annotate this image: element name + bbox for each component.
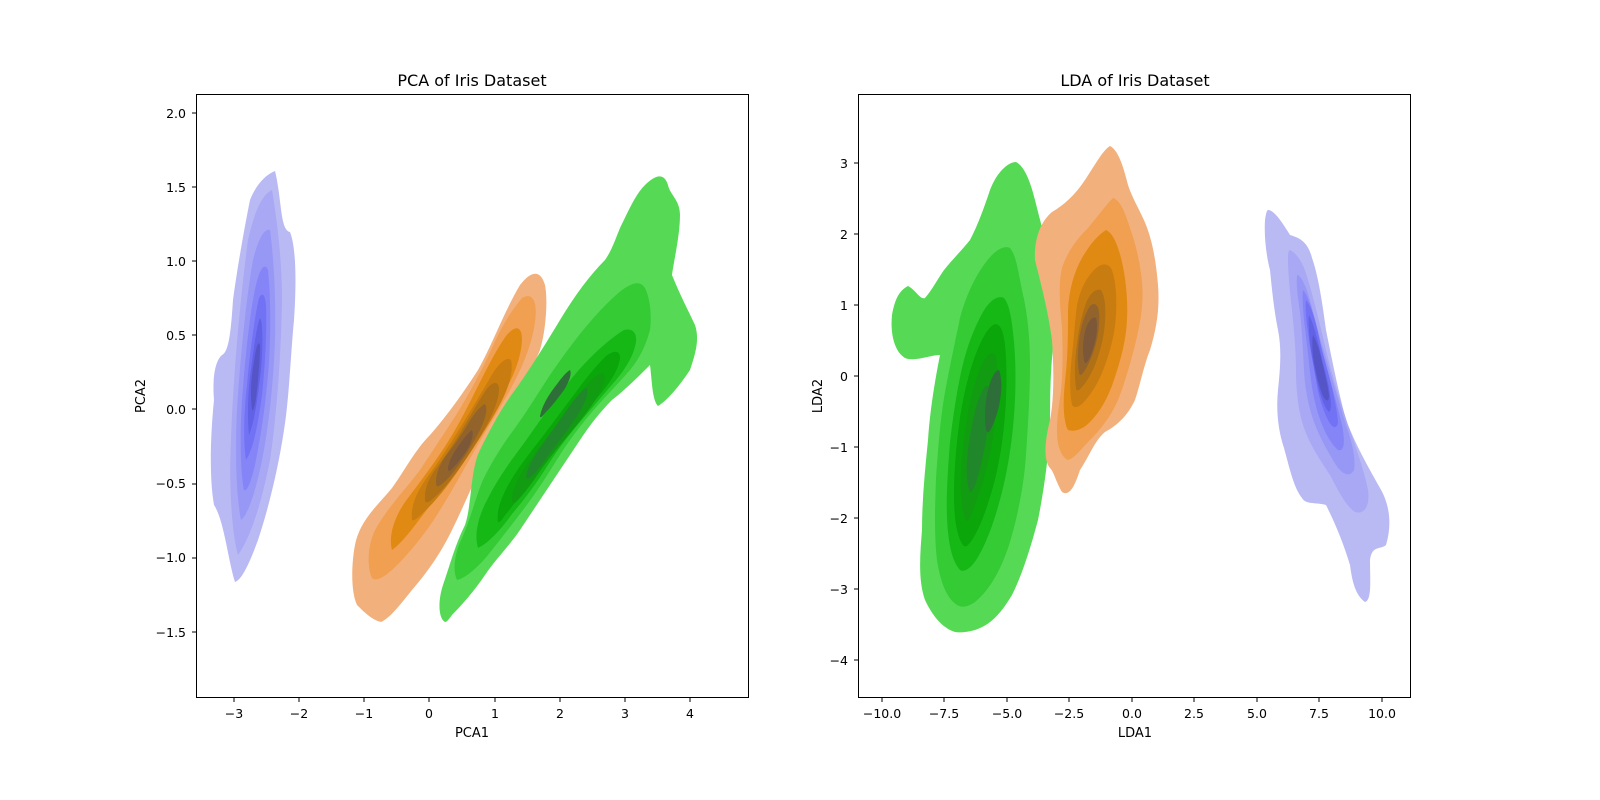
pca-y-tick-label: 0.0: [166, 402, 186, 417]
lda-y-tick-label: −1: [830, 440, 848, 455]
pca-axes-frame: [196, 94, 749, 698]
lda-x-tick-label: −7.5: [929, 706, 959, 721]
pca-x-tick-label: 3: [621, 706, 629, 721]
pca-x-ticks: −3 −2 −1 0 1 2 3 4: [225, 698, 694, 721]
lda-axes-frame: [858, 94, 1411, 698]
lda-green-level-7: [984, 370, 1002, 433]
pca-x-tick-label: 1: [491, 706, 499, 721]
lda-green-level-6: [966, 385, 990, 492]
pca-x-tick-label: −1: [355, 706, 373, 721]
lda-x-tick-label: 2.5: [1184, 706, 1204, 721]
pca-y-tick-label: −1.0: [156, 550, 186, 565]
lda-x-tick-label: 7.5: [1309, 706, 1329, 721]
pca-y-tick-label: 1.5: [166, 180, 186, 195]
lda-y-tick-label: 3: [840, 156, 848, 171]
pca-plot-area: [210, 171, 698, 622]
lda-x-tick-label: 0.0: [1122, 706, 1142, 721]
pca-y-tick-label: 1.0: [166, 254, 186, 269]
lda-chart: LDA of Iris Dataset: [811, 71, 1411, 741]
lda-y-tick-label: −2: [830, 511, 848, 526]
pca-x-tick-label: −2: [290, 706, 308, 721]
lda-y-axis-label: LDA2: [811, 379, 826, 413]
lda-title: LDA of Iris Dataset: [1060, 71, 1209, 90]
lda-y-tick-label: 0: [840, 369, 848, 384]
lda-green-density: [891, 162, 1057, 633]
pca-x-axis-label: PCA1: [455, 726, 489, 741]
pca-y-tick-label: −0.5: [156, 476, 186, 491]
pca-green-density: [439, 176, 698, 622]
lda-x-tick-label: 10.0: [1368, 706, 1396, 721]
pca-chart: PCA of Iris Dataset: [134, 71, 749, 741]
pca-green-level-7: [540, 370, 571, 418]
pca-x-tick-label: 0: [425, 706, 433, 721]
pca-x-tick-label: −3: [225, 706, 243, 721]
pca-orange-density: [352, 273, 547, 622]
lda-orange-level-7: [1082, 317, 1098, 363]
pca-x-tick-label: 4: [686, 706, 694, 721]
lda-x-tick-label: −10.0: [863, 706, 901, 721]
pca-y-tick-label: −1.5: [156, 625, 186, 640]
lda-x-tick-label: −5.0: [992, 706, 1022, 721]
pca-blue-level-7: [250, 343, 260, 411]
pca-green-level-6: [526, 388, 588, 479]
lda-orange-density: [1034, 146, 1159, 494]
lda-y-ticks: −4 −3 −2 −1 0 1 2 3: [830, 156, 858, 668]
lda-blue-density: [1264, 210, 1390, 602]
pca-y-ticks: −1.5 −1.0 −0.5 0.0 0.5 1.0 1.5 2.0: [156, 106, 196, 640]
lda-x-axis-label: LDA1: [1118, 726, 1152, 741]
pca-y-tick-label: 0.5: [166, 328, 186, 343]
lda-x-ticks: −10.0 −7.5 −5.0 −2.5 0.0 2.5 5.0 7.5 10.…: [863, 698, 1396, 721]
lda-x-tick-label: 5.0: [1247, 706, 1267, 721]
lda-plot-area: [891, 146, 1390, 633]
pca-y-axis-label: PCA2: [134, 379, 149, 413]
lda-x-tick-label: −2.5: [1054, 706, 1084, 721]
pca-blue-density: [210, 171, 296, 582]
lda-y-tick-label: 2: [840, 227, 848, 242]
lda-blue-level-7: [1312, 335, 1329, 401]
lda-y-tick-label: −3: [830, 582, 848, 597]
pca-x-tick-label: 2: [556, 706, 564, 721]
pca-orange-level-7: [448, 430, 473, 472]
lda-y-tick-label: −4: [830, 653, 848, 668]
pca-title: PCA of Iris Dataset: [397, 71, 546, 90]
lda-y-tick-label: 1: [840, 298, 848, 313]
pca-y-tick-label: 2.0: [166, 106, 186, 121]
